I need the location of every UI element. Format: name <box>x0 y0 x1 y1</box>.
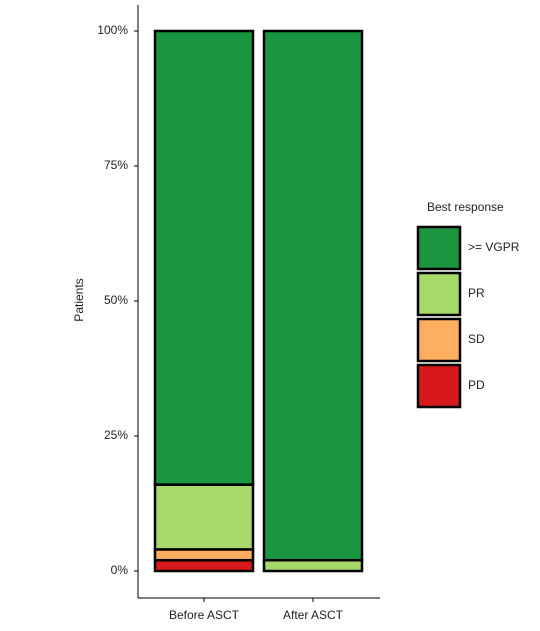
bar-segment <box>153 548 255 562</box>
legend-swatch <box>416 271 462 317</box>
legend-swatch <box>416 225 462 271</box>
y-axis-title: Patients <box>72 278 86 321</box>
x-tick-label: Before ASCT <box>169 608 240 622</box>
legend-label: >= VGPR <box>468 240 520 254</box>
y-tick-label: 50% <box>104 293 128 307</box>
bar-segment <box>153 29 255 486</box>
legend-label: SD <box>468 332 485 346</box>
bar-segment <box>153 483 255 551</box>
legend-swatch <box>416 317 462 363</box>
bar-segment <box>262 29 364 562</box>
legend-swatch <box>416 363 462 409</box>
y-tick-label: 25% <box>104 428 128 442</box>
y-tick-label: 0% <box>111 563 129 577</box>
bar-segment <box>262 558 364 573</box>
legend-label: PR <box>468 286 485 300</box>
legend-label: PD <box>468 378 485 392</box>
y-tick-label: 100% <box>97 23 128 37</box>
bar-segment <box>153 558 255 573</box>
legend-title: Best response <box>427 200 504 214</box>
x-tick-label: After ASCT <box>283 608 344 622</box>
y-tick-label: 75% <box>104 158 128 172</box>
